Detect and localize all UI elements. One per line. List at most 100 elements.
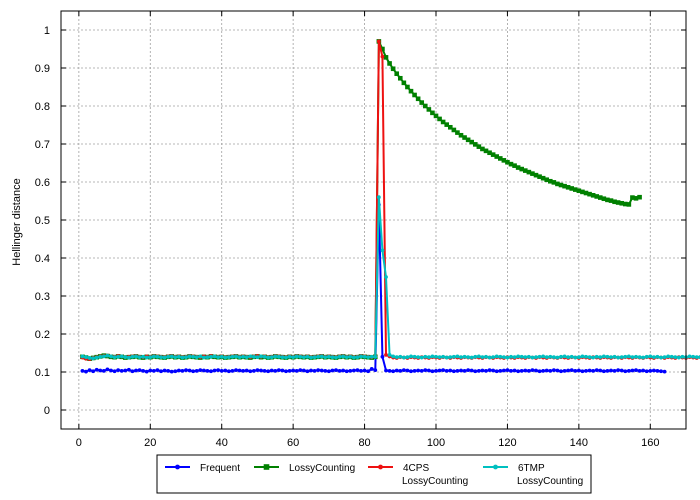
data-point-lossycounting — [547, 178, 553, 184]
x-axis: 0 20 40 60 80 100 120 140 160 — [76, 11, 659, 449]
data-point-6tmp-lossycounting — [226, 355, 231, 360]
data-point-6tmp-lossycounting — [87, 356, 92, 360]
data-point-6tmp-lossycounting — [594, 354, 599, 359]
data-point-lossycounting — [590, 193, 596, 198]
data-point-frequent — [141, 368, 146, 373]
data-point-frequent — [469, 368, 474, 373]
data-point-lossycounting — [380, 46, 385, 52]
x-tick-label: 120 — [498, 437, 516, 449]
data-point-lossycounting — [490, 152, 496, 157]
data-point-6tmp-lossycounting — [326, 354, 331, 359]
data-point-frequent — [523, 368, 528, 373]
data-point-6tmp-lossycounting — [398, 354, 403, 359]
x-tick-label: 140 — [570, 437, 588, 449]
legend-label: 6TMP LossyCounting — [517, 463, 583, 487]
data-point-6tmp-lossycounting — [212, 354, 217, 359]
data-point-lossycounting — [619, 200, 625, 206]
data-point-6tmp-lossycounting — [619, 355, 624, 360]
data-point-lossycounting — [587, 191, 592, 197]
data-point-lossycounting — [576, 188, 582, 194]
data-point-6tmp-lossycounting — [176, 354, 181, 359]
data-point-lossycounting — [472, 142, 478, 147]
data-point-frequent — [480, 368, 485, 373]
data-point-frequent — [648, 368, 653, 373]
data-point-6tmp-lossycounting — [284, 355, 288, 360]
series-line-lossycounting — [82, 40, 640, 360]
data-point-6tmp-lossycounting — [80, 354, 85, 359]
grid — [61, 11, 686, 429]
data-point-frequent — [498, 368, 503, 373]
legend-label: LossyCounting — [289, 463, 355, 474]
data-point-lossycounting — [605, 197, 610, 203]
data-point-6tmp-lossycounting — [659, 355, 663, 360]
data-point-lossycounting — [530, 171, 535, 176]
data-point-6tmp-lossycounting — [491, 355, 496, 360]
data-point-lossycounting — [526, 169, 532, 175]
data-point-6tmp-lossycounting — [580, 354, 585, 359]
y-tick-label: 0.7 — [35, 139, 50, 151]
data-point-frequent — [80, 368, 85, 373]
data-point-lossycounting — [622, 201, 628, 207]
data-point-frequent — [105, 367, 110, 372]
y-tick-label: 0.6 — [35, 177, 50, 189]
data-point-frequent — [544, 368, 549, 373]
y-tick-label: 0.8 — [35, 101, 50, 113]
data-point-frequent — [380, 354, 385, 359]
data-point-6tmp-lossycounting — [609, 355, 613, 360]
data-point-lossycounting — [419, 100, 425, 105]
x-tick-label: 40 — [216, 437, 228, 449]
data-point-frequent — [476, 368, 481, 373]
data-point-6tmp-lossycounting — [644, 354, 649, 359]
data-point-6tmp-lossycounting — [687, 354, 692, 359]
data-point-frequent — [398, 368, 403, 373]
data-point-frequent — [251, 368, 256, 373]
data-point-frequent — [155, 368, 160, 372]
data-point-lossycounting — [533, 172, 539, 178]
data-point-6tmp-lossycounting — [84, 355, 88, 360]
data-point-6tmp-lossycounting — [559, 354, 563, 359]
y-tick-label: 0 — [44, 405, 50, 417]
data-point-6tmp-lossycounting — [348, 354, 353, 359]
data-point-lossycounting — [594, 194, 600, 199]
data-point-6tmp-lossycounting — [534, 355, 538, 360]
data-point-frequent — [237, 368, 242, 373]
data-point-6tmp-lossycounting — [459, 355, 463, 360]
data-point-6tmp-lossycounting — [601, 354, 606, 359]
data-point-6tmp-lossycounting — [551, 355, 556, 360]
data-point-6tmp-lossycounting — [359, 354, 363, 359]
data-point-6tmp-lossycounting — [269, 355, 274, 360]
data-point-6tmp-lossycounting — [305, 354, 310, 359]
data-point-frequent — [644, 369, 649, 374]
data-point-frequent — [641, 368, 646, 373]
data-point-6tmp-lossycounting — [419, 355, 424, 360]
data-point-frequent — [123, 368, 128, 373]
data-point-6tmp-lossycounting — [248, 354, 253, 359]
data-point-6tmp-lossycounting — [198, 354, 203, 359]
data-point-6tmp-lossycounting — [351, 355, 356, 360]
data-point-6tmp-lossycounting — [162, 355, 167, 360]
data-point-lossycounting — [519, 166, 525, 172]
data-point-6tmp-lossycounting — [237, 355, 242, 360]
data-point-lossycounting — [465, 137, 471, 143]
data-point-frequent — [166, 368, 171, 373]
data-point-frequent — [98, 368, 103, 373]
data-point-frequent — [359, 368, 363, 373]
data-point-frequent — [255, 368, 260, 372]
data-point-frequent — [134, 368, 138, 373]
data-point-frequent — [451, 369, 456, 374]
legend-item-4cps-lossycounting: 4CPS LossyCounting — [368, 463, 468, 487]
data-point-frequent — [191, 369, 196, 374]
data-point-frequent — [505, 368, 510, 372]
data-point-frequent — [573, 368, 578, 373]
data-point-lossycounting — [601, 196, 607, 202]
data-point-frequent — [455, 368, 460, 373]
data-point-6tmp-lossycounting — [509, 354, 513, 359]
y-tick-label: 0.5 — [35, 215, 50, 227]
data-point-frequent — [434, 368, 438, 373]
data-point-lossycounting — [555, 181, 560, 187]
data-point-6tmp-lossycounting — [216, 355, 221, 360]
data-point-frequent — [441, 368, 446, 372]
data-point-lossycounting — [494, 154, 500, 159]
legend-item-lossycounting: LossyCounting — [254, 463, 355, 474]
data-point-lossycounting — [497, 156, 503, 161]
